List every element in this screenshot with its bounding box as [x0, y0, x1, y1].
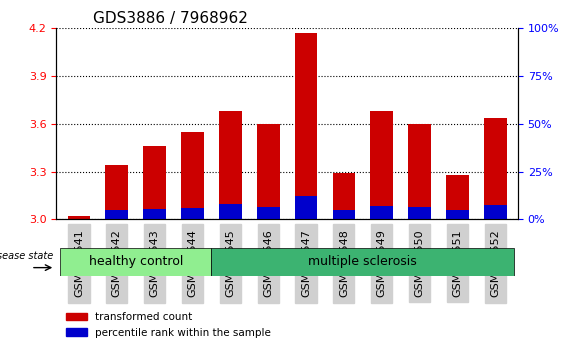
Bar: [181, 132, 204, 219]
Bar: [219, 111, 242, 219]
Bar: [408, 207, 431, 219]
Legend: transformed count, percentile rank within the sample: transformed count, percentile rank withi…: [61, 308, 275, 342]
Bar: [446, 210, 469, 219]
Bar: [446, 175, 469, 219]
Bar: [484, 205, 507, 219]
Bar: [294, 196, 318, 219]
Bar: [219, 204, 242, 219]
Text: disease state: disease state: [0, 251, 53, 261]
Bar: [181, 208, 204, 219]
Bar: [484, 118, 507, 219]
Bar: [294, 33, 318, 219]
Bar: [333, 173, 355, 219]
Text: GDS3886 / 7968962: GDS3886 / 7968962: [93, 11, 248, 26]
Bar: [105, 165, 128, 219]
Text: healthy control: healthy control: [88, 256, 183, 268]
Bar: [144, 209, 166, 219]
Bar: [68, 218, 90, 219]
FancyBboxPatch shape: [212, 248, 514, 276]
Bar: [370, 206, 393, 219]
Bar: [144, 146, 166, 219]
FancyBboxPatch shape: [60, 248, 212, 276]
Text: multiple sclerosis: multiple sclerosis: [309, 256, 417, 268]
Bar: [257, 207, 280, 219]
Bar: [370, 111, 393, 219]
Bar: [333, 210, 355, 219]
Bar: [68, 216, 90, 219]
Bar: [105, 210, 128, 219]
Bar: [408, 124, 431, 219]
Bar: [257, 124, 280, 219]
